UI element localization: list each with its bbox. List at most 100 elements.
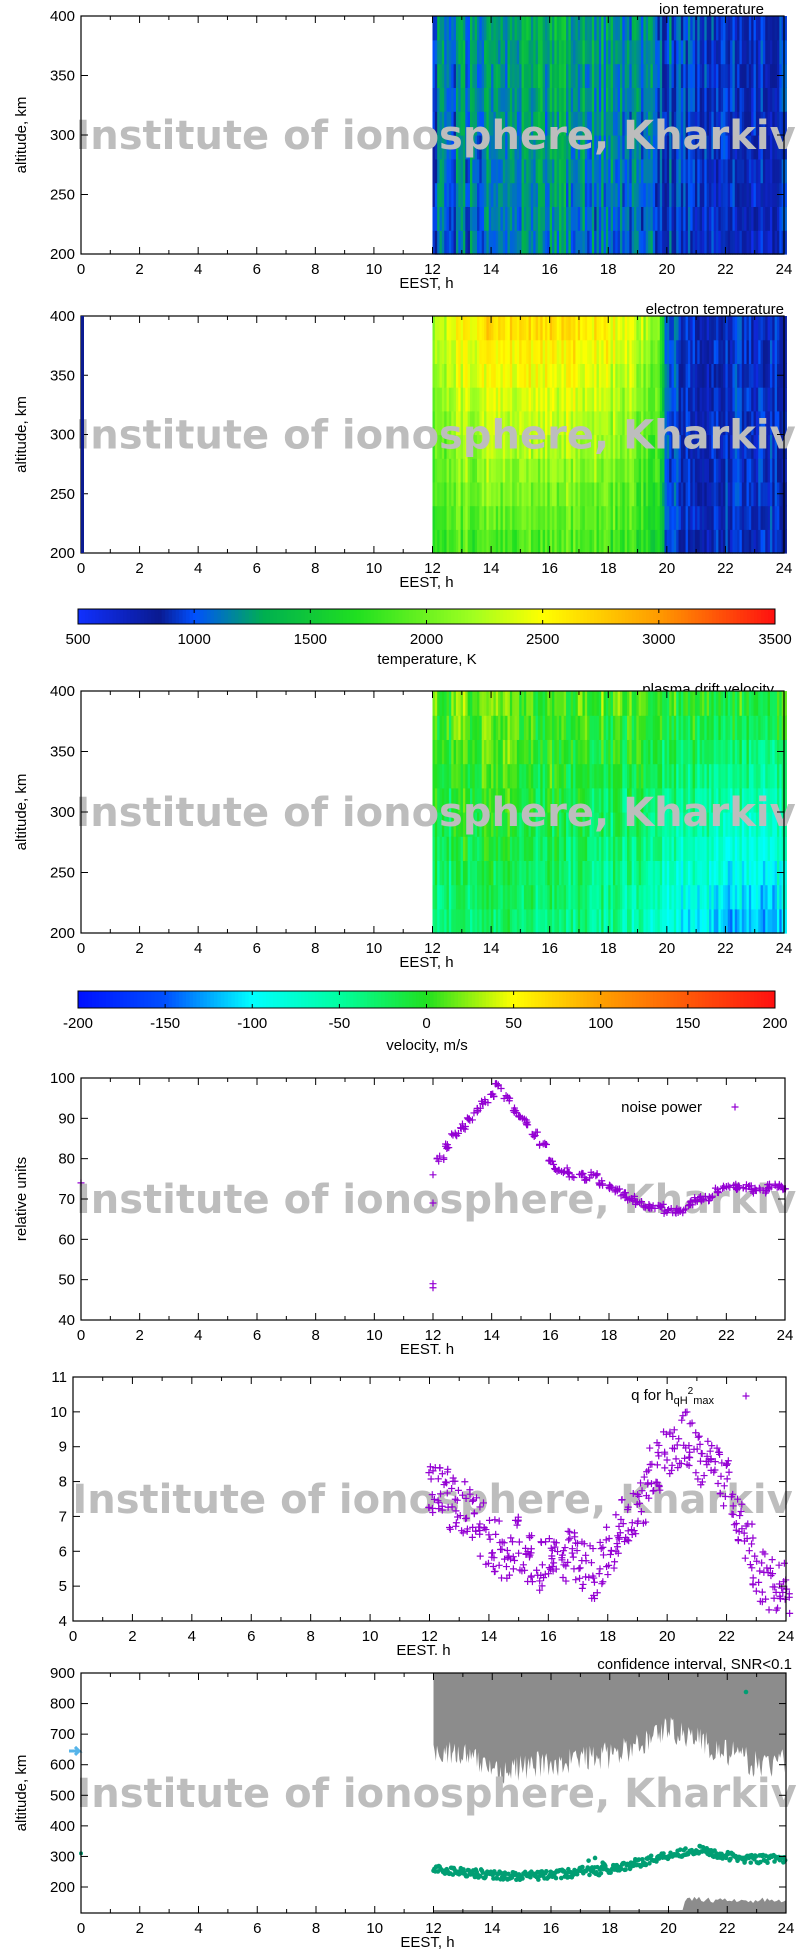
colorbar-segment bbox=[402, 609, 407, 624]
colorbar-segment bbox=[548, 609, 553, 624]
y-tick-label: 200 bbox=[50, 925, 75, 942]
x-tick-label: 10 bbox=[366, 261, 383, 278]
x-tick-label: 24 bbox=[776, 940, 793, 957]
colorbar-segment bbox=[600, 609, 605, 624]
colorbar-segment bbox=[754, 609, 759, 624]
colorbar-tick-label: 2000 bbox=[410, 631, 443, 648]
colorbar-segment bbox=[666, 609, 671, 624]
colorbar-segment bbox=[475, 609, 480, 624]
colorbar-segment bbox=[126, 991, 131, 1008]
colorbar-segment bbox=[119, 991, 124, 1008]
y-tick-label: 350 bbox=[50, 744, 75, 761]
colorbar-segment bbox=[513, 609, 518, 624]
colorbar-segment bbox=[534, 609, 539, 624]
colorbar-segment bbox=[423, 609, 427, 624]
colorbar-segment bbox=[210, 609, 215, 624]
colorbar-segment bbox=[308, 609, 312, 624]
colorbar-segment bbox=[109, 991, 114, 1008]
colorbar-segment bbox=[531, 609, 536, 624]
colorbar-segment bbox=[691, 609, 696, 624]
x-tick-label: 16 bbox=[541, 560, 558, 577]
panel-title: electron temperature bbox=[646, 301, 784, 318]
colorbar-segment bbox=[116, 991, 121, 1008]
colorbar-segment bbox=[398, 609, 403, 624]
colorbar-segment bbox=[558, 609, 563, 624]
colorbar-segment bbox=[186, 609, 191, 624]
colorbar-segment bbox=[217, 609, 222, 624]
colorbar-segment bbox=[273, 609, 278, 624]
colorbar-segment bbox=[321, 609, 326, 624]
colorbar-segment bbox=[123, 609, 128, 624]
colorbar-tick-label: 1500 bbox=[294, 631, 327, 648]
y-tick-label: 250 bbox=[50, 865, 75, 882]
colorbar-segment bbox=[234, 609, 239, 624]
colorbar-segment bbox=[698, 609, 703, 624]
colorbar-segment bbox=[140, 609, 145, 624]
colorbar-segment bbox=[586, 609, 591, 624]
colorbar-segment bbox=[301, 609, 306, 624]
colorbar-segment bbox=[625, 609, 630, 624]
x-tick-label: 8 bbox=[311, 261, 319, 278]
colorbar-segment bbox=[196, 609, 201, 624]
x-tick-label: 6 bbox=[253, 261, 261, 278]
x-tick-label: 10 bbox=[366, 560, 383, 577]
colorbar-segment bbox=[576, 609, 581, 624]
colorbar-segment bbox=[370, 609, 375, 624]
y-tick-label: 250 bbox=[50, 486, 75, 503]
x-tick-label: 18 bbox=[600, 261, 617, 278]
colorbar-segment bbox=[632, 609, 637, 624]
colorbar-segment bbox=[140, 991, 145, 1008]
colorbar-segment bbox=[84, 991, 89, 1008]
colorbar-segment bbox=[429, 609, 434, 624]
colorbar-segment bbox=[489, 609, 494, 624]
colorbar-segment bbox=[81, 991, 86, 1008]
colorbar-segment bbox=[168, 609, 173, 624]
colorbar-segment bbox=[649, 609, 654, 624]
x-tick-label: 12 bbox=[424, 940, 441, 957]
x-tick-label: 4 bbox=[194, 261, 202, 278]
colorbar-segment bbox=[220, 609, 225, 624]
y-tick-label: 300 bbox=[50, 804, 75, 821]
colorbar-segment bbox=[98, 609, 103, 624]
colorbar-segment bbox=[193, 609, 197, 624]
x-tick-label: 0 bbox=[77, 940, 85, 957]
colorbar-segment bbox=[482, 609, 487, 624]
x-tick-label: 18 bbox=[600, 560, 617, 577]
colorbar-segment bbox=[318, 609, 323, 624]
y-tick-label: 300 bbox=[50, 427, 75, 444]
colorbar-segment bbox=[663, 609, 668, 624]
colorbar-segment bbox=[527, 609, 532, 624]
colorbar-segment bbox=[705, 609, 710, 624]
colorbar-segment bbox=[607, 609, 612, 624]
colorbar-segment bbox=[252, 609, 257, 624]
colorbar-segment bbox=[294, 609, 299, 624]
colorbar-segment bbox=[388, 609, 393, 624]
x-tick-label: 18 bbox=[600, 940, 617, 957]
colorbar-segment bbox=[757, 609, 762, 624]
colorbar-segment bbox=[206, 609, 211, 624]
x-tick-label: 10 bbox=[366, 940, 383, 957]
colorbar-segment bbox=[464, 609, 469, 624]
plasma-drift-velocity-panel: plasma drift velocity Institute of ionos… bbox=[13, 681, 796, 971]
colorbar-segment bbox=[102, 609, 107, 624]
x-tick-label: 14 bbox=[483, 261, 500, 278]
colorbar-tick-label: 2500 bbox=[526, 631, 559, 648]
colorbar-segment bbox=[771, 609, 776, 624]
colorbar-segment bbox=[590, 609, 595, 624]
colorbar-segment bbox=[95, 609, 100, 624]
x-tick-label: 22 bbox=[717, 940, 734, 957]
x-tick-label: 2 bbox=[135, 940, 143, 957]
x-tick-label: 14 bbox=[483, 560, 500, 577]
colorbar-segment bbox=[503, 609, 508, 624]
colorbar-segment bbox=[224, 609, 229, 624]
x-tick-label: 16 bbox=[541, 940, 558, 957]
colorbar-segment bbox=[496, 609, 501, 624]
y-tick-label: 400 bbox=[50, 308, 75, 325]
colorbar-segment bbox=[471, 609, 476, 624]
colorbar-segment bbox=[137, 609, 142, 624]
colorbar-segment bbox=[91, 991, 96, 1008]
colorbar-segment bbox=[266, 609, 271, 624]
colorbar-segment bbox=[719, 609, 724, 624]
colorbar-segment bbox=[673, 609, 678, 624]
electron-temperature-panel: electron temperature Institute of ionosp… bbox=[13, 301, 796, 591]
